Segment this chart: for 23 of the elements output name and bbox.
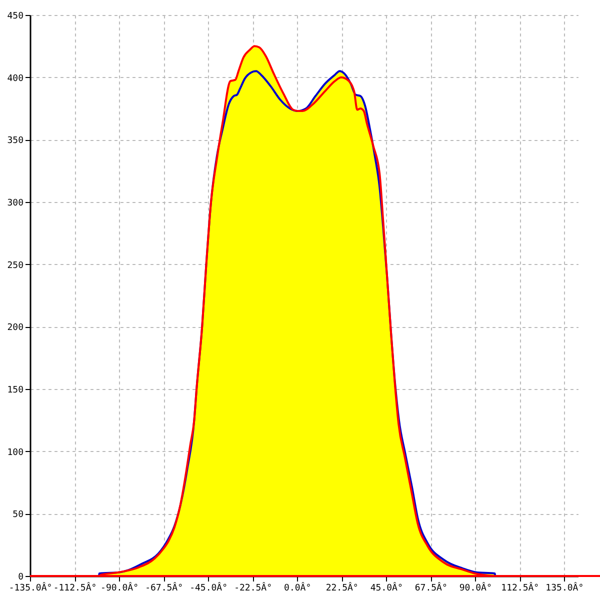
x-tick-label: -22.5Â°: [234, 582, 272, 594]
x-tick-label: -135.0Â°: [8, 582, 52, 594]
x-tick-label: 90.0Â°: [459, 582, 492, 594]
y-tick-label: 450: [7, 12, 24, 22]
y-tick-label: 400: [7, 74, 24, 84]
x-tick-label: -90.0Â°: [100, 582, 138, 594]
x-tick-label: 67.5Â°: [414, 582, 448, 594]
x-tick-label: 0.0Â°: [284, 582, 312, 594]
y-tick-label: 100: [7, 448, 24, 458]
y-tick-label: 250: [7, 260, 24, 271]
x-tick-label: 45.0Â°: [370, 582, 403, 594]
x-tick-label: -45.0Â°: [190, 582, 228, 594]
x-tick-label: 22.5Â°: [326, 582, 358, 594]
y-tick-label: 0: [18, 572, 24, 582]
x-tick-label: -67.5Â°: [145, 582, 184, 594]
x-tick-label: 135.0Â°: [546, 582, 584, 594]
y-tick-label: 50: [12, 510, 24, 520]
x-tick-label: -112.5Â°: [53, 582, 97, 594]
y-tick-label: 300: [7, 198, 24, 208]
y-tick-label: 150: [7, 386, 24, 396]
x-tick-label: 112.5Â°: [501, 582, 540, 594]
y-tick-label: 350: [7, 136, 24, 146]
y-tick-label: 200: [7, 323, 24, 334]
